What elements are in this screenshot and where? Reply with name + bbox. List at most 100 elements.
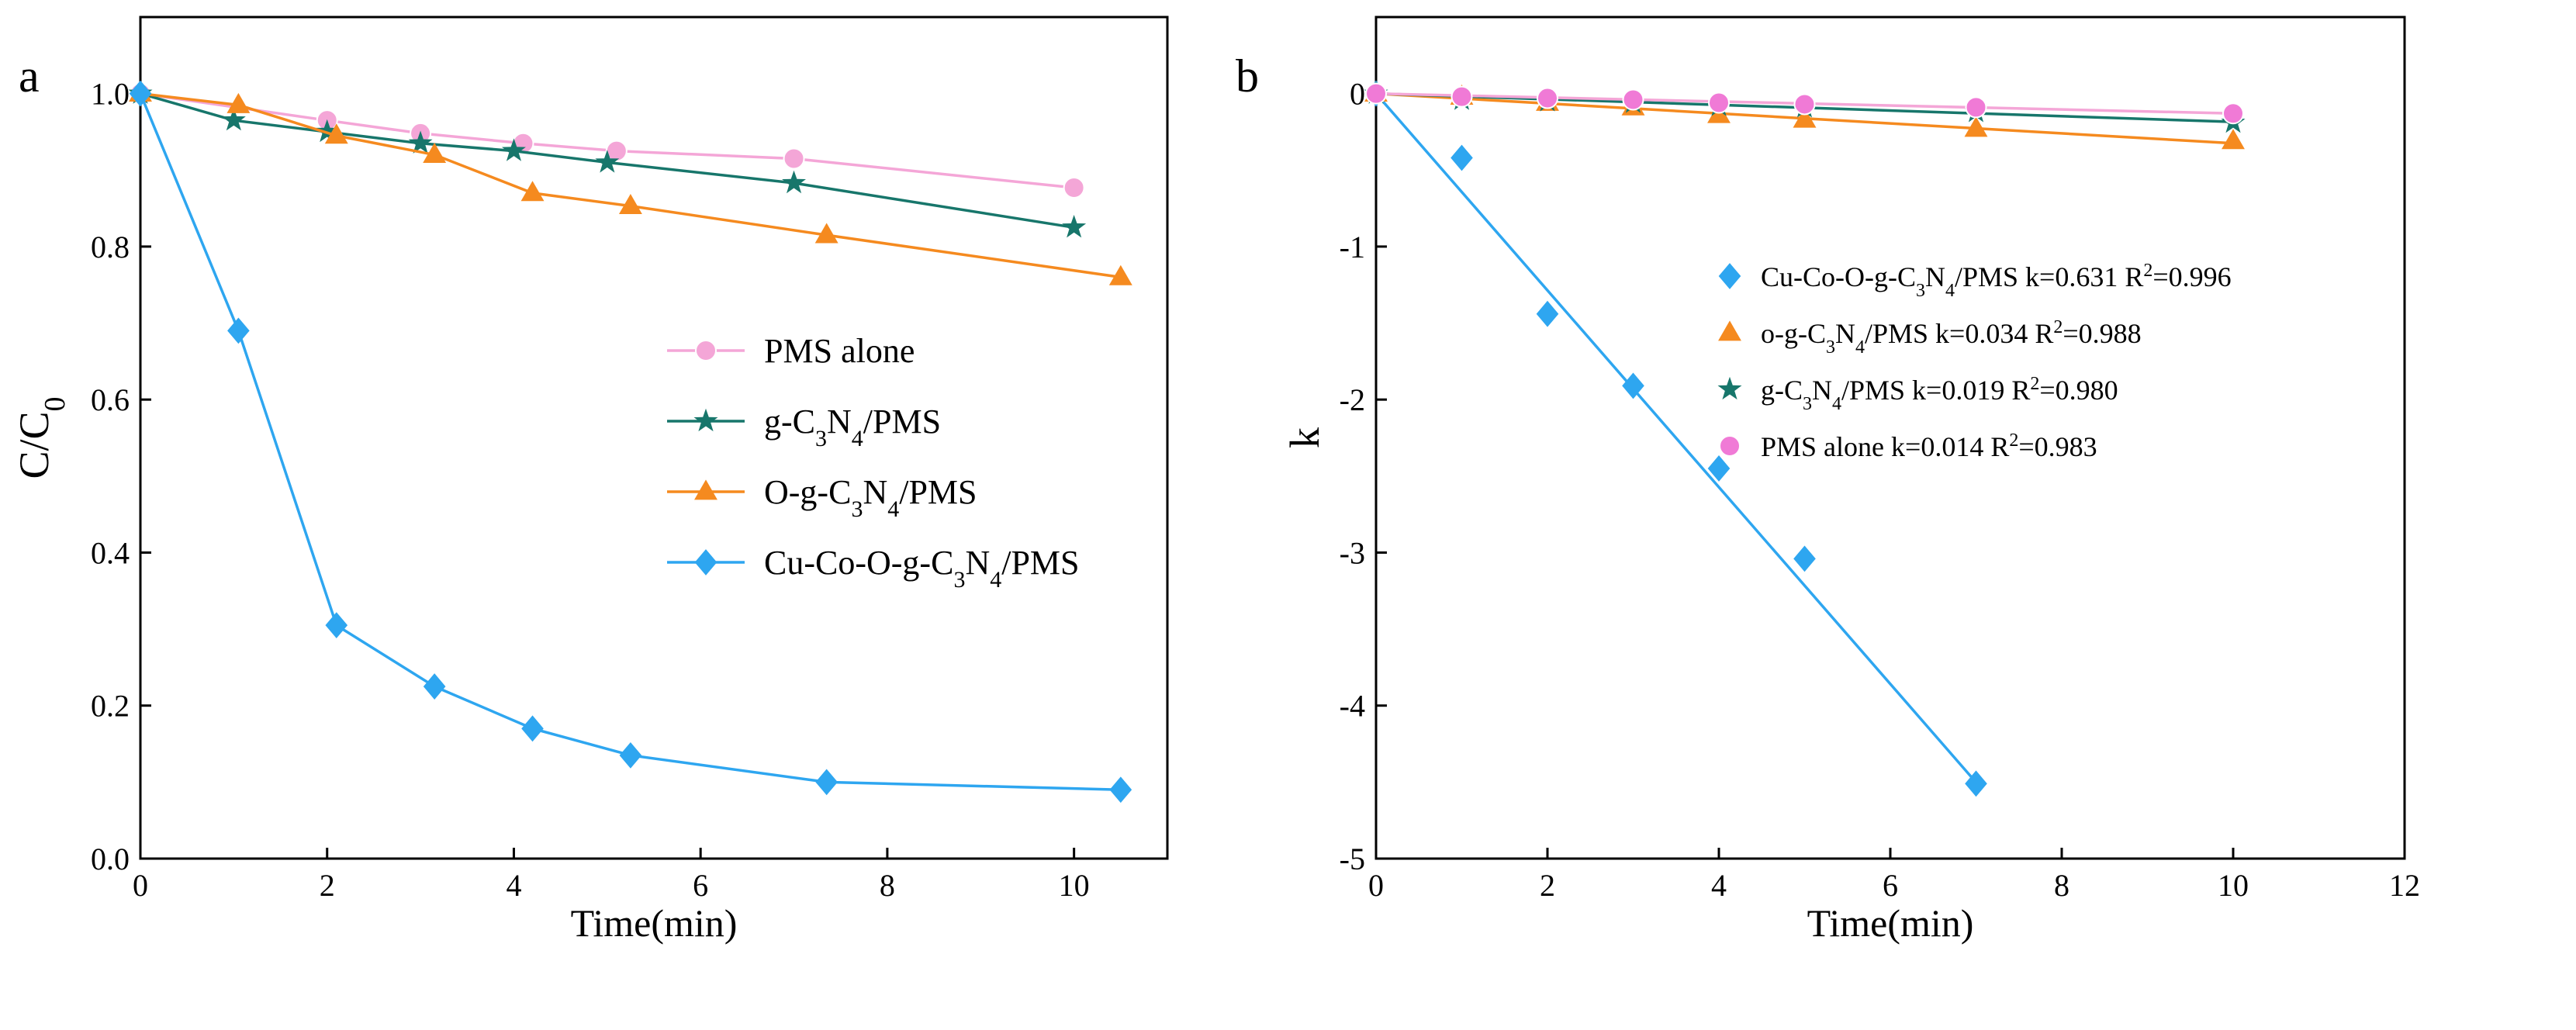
data-point bbox=[1109, 776, 1132, 804]
legend-label: PMS alone bbox=[764, 332, 915, 370]
x-tick-label: 6 bbox=[693, 868, 708, 903]
plot-frame bbox=[139, 16, 1169, 860]
x-tick-label: 8 bbox=[2054, 868, 2069, 903]
legend-label-part: 2 bbox=[2143, 261, 2152, 281]
data-point bbox=[521, 715, 544, 742]
y-tick-label: -3 bbox=[1340, 535, 1365, 570]
series-cu_co bbox=[129, 80, 1132, 804]
y-tick-label: 1.0 bbox=[91, 77, 130, 112]
data-point bbox=[619, 741, 642, 769]
x-axis-title: Time(min) bbox=[571, 901, 738, 945]
panel-b-chart: 0 2 4 6 8 10 12 -5 -4 -3 -2 -1 0 Time(min) k b Cu-Co-O-g… bbox=[1236, 16, 2420, 945]
legend-label-part: PMS alone bbox=[764, 332, 915, 370]
legend-entry: PMS alone bbox=[667, 332, 915, 370]
legend-label-part: 4 bbox=[990, 567, 1001, 593]
y-tick-label: 0.2 bbox=[91, 689, 130, 724]
data-point bbox=[221, 107, 246, 131]
data-point bbox=[1365, 82, 1387, 105]
data-point bbox=[1451, 144, 1473, 171]
data-point bbox=[1108, 264, 1132, 285]
legend-label: Cu-Co-O-g-C3N4/PMS k=0.631 R2=0.996 bbox=[1761, 261, 2232, 301]
legend-entry: o-g-C3N4/PMS k=0.034 R2=0.988 bbox=[1718, 317, 2142, 358]
data-point bbox=[605, 140, 628, 162]
data-point bbox=[2222, 129, 2245, 150]
legend-label-part: =0.988 bbox=[2063, 318, 2141, 349]
legend-label-part: =0.996 bbox=[2152, 261, 2231, 292]
legend-entry: Cu-Co-O-g-C3N4/PMS k=0.631 R2=0.996 bbox=[1718, 261, 2232, 301]
legend-label-part: /PMS k=0.631 R bbox=[1955, 261, 2143, 292]
legend-label-part: N bbox=[1925, 261, 1945, 292]
legend-label-part: 2 bbox=[2030, 374, 2039, 394]
data-point bbox=[1622, 372, 1644, 399]
series-o_g_c3n4 bbox=[129, 81, 1132, 285]
legend-label-part: =0.980 bbox=[2039, 375, 2118, 406]
legend-label: O-g-C3N4/PMS bbox=[764, 473, 977, 522]
y-axis-title-main: C/C bbox=[11, 411, 57, 479]
legend-entry: PMS alone k=0.014 R2=0.983 bbox=[1719, 430, 2097, 462]
x-tick-label: 12 bbox=[2389, 868, 2420, 903]
legend-entry: Cu-Co-O-g-C3N4/PMS bbox=[667, 544, 1080, 593]
legend-marker bbox=[1718, 263, 1741, 289]
y-tick-label: -1 bbox=[1340, 230, 1365, 264]
legend-label: g-C3N4/PMS k=0.019 R2=0.980 bbox=[1761, 374, 2118, 414]
y-tick-label: -2 bbox=[1340, 382, 1365, 417]
x-axis-title: Time(min) bbox=[1807, 901, 1974, 945]
data-point bbox=[1062, 215, 1087, 238]
x-tick-label: 2 bbox=[1540, 868, 1555, 903]
series-pms_alone bbox=[1365, 82, 2244, 125]
data-point bbox=[408, 130, 433, 154]
legend-label-part: /PMS bbox=[863, 403, 941, 441]
legend-label-part: /PMS bbox=[1001, 544, 1079, 582]
y-axis-title-main: k bbox=[1281, 427, 1328, 448]
legend-label-part: 4 bbox=[1855, 337, 1865, 358]
legend-label-part: 2 bbox=[2053, 317, 2063, 337]
data-point bbox=[1708, 92, 1730, 114]
legend-label-part: N bbox=[863, 473, 887, 511]
legend-label: g-C3N4/PMS bbox=[764, 403, 941, 451]
fit-line bbox=[1374, 92, 1977, 783]
y-tick-label: -5 bbox=[1340, 842, 1365, 876]
panel-label: a bbox=[19, 50, 40, 102]
legend-label-part: 3 bbox=[1803, 394, 1812, 414]
y-tick-label: 0.0 bbox=[91, 842, 130, 876]
data-point bbox=[325, 612, 348, 639]
legend-label-part: N bbox=[1812, 375, 1832, 406]
legend-label: PMS alone k=0.014 R2=0.983 bbox=[1761, 430, 2097, 462]
data-point bbox=[1536, 300, 1559, 327]
legend-label-part: Cu-Co-O-g-C bbox=[764, 544, 953, 582]
data-point bbox=[423, 673, 446, 700]
legend-label-part: 3 bbox=[1826, 337, 1835, 358]
data-point bbox=[595, 150, 620, 173]
series-cu_co bbox=[1364, 80, 1987, 797]
series-line bbox=[140, 92, 1074, 189]
data-point bbox=[1793, 93, 1816, 116]
series-g_c3n4 bbox=[128, 81, 1087, 238]
data-point bbox=[324, 123, 348, 144]
legend-label-part: O-g-C bbox=[764, 473, 851, 511]
data-point bbox=[423, 142, 447, 163]
legend-marker bbox=[694, 479, 717, 500]
legend-marker bbox=[1718, 320, 1741, 341]
x-tick-label: 4 bbox=[506, 868, 521, 903]
data-point bbox=[1707, 455, 1731, 482]
x-tick-label: 2 bbox=[320, 868, 335, 903]
legend-marker bbox=[694, 549, 717, 575]
data-point bbox=[1537, 87, 1558, 109]
legend-label-part: 3 bbox=[1916, 281, 1925, 301]
y-tick-label: 0.6 bbox=[91, 382, 130, 417]
data-point bbox=[2222, 102, 2244, 125]
legend-label-part: N bbox=[1835, 318, 1855, 349]
data-point bbox=[315, 119, 340, 143]
x-tick-label: 10 bbox=[2218, 868, 2249, 903]
legend-label-part: PMS alone k=0.014 R bbox=[1761, 431, 2009, 462]
data-point bbox=[226, 92, 251, 113]
series-line bbox=[140, 92, 1122, 279]
series-pms_alone bbox=[130, 82, 1085, 199]
data-point bbox=[1793, 545, 1816, 572]
legend-label-part: g-C bbox=[1761, 375, 1803, 406]
legend-label-part: 4 bbox=[1832, 394, 1841, 414]
x-tick-label: 10 bbox=[1059, 868, 1090, 903]
legend-label-part: 3 bbox=[815, 426, 827, 451]
series-line bbox=[139, 92, 1121, 791]
